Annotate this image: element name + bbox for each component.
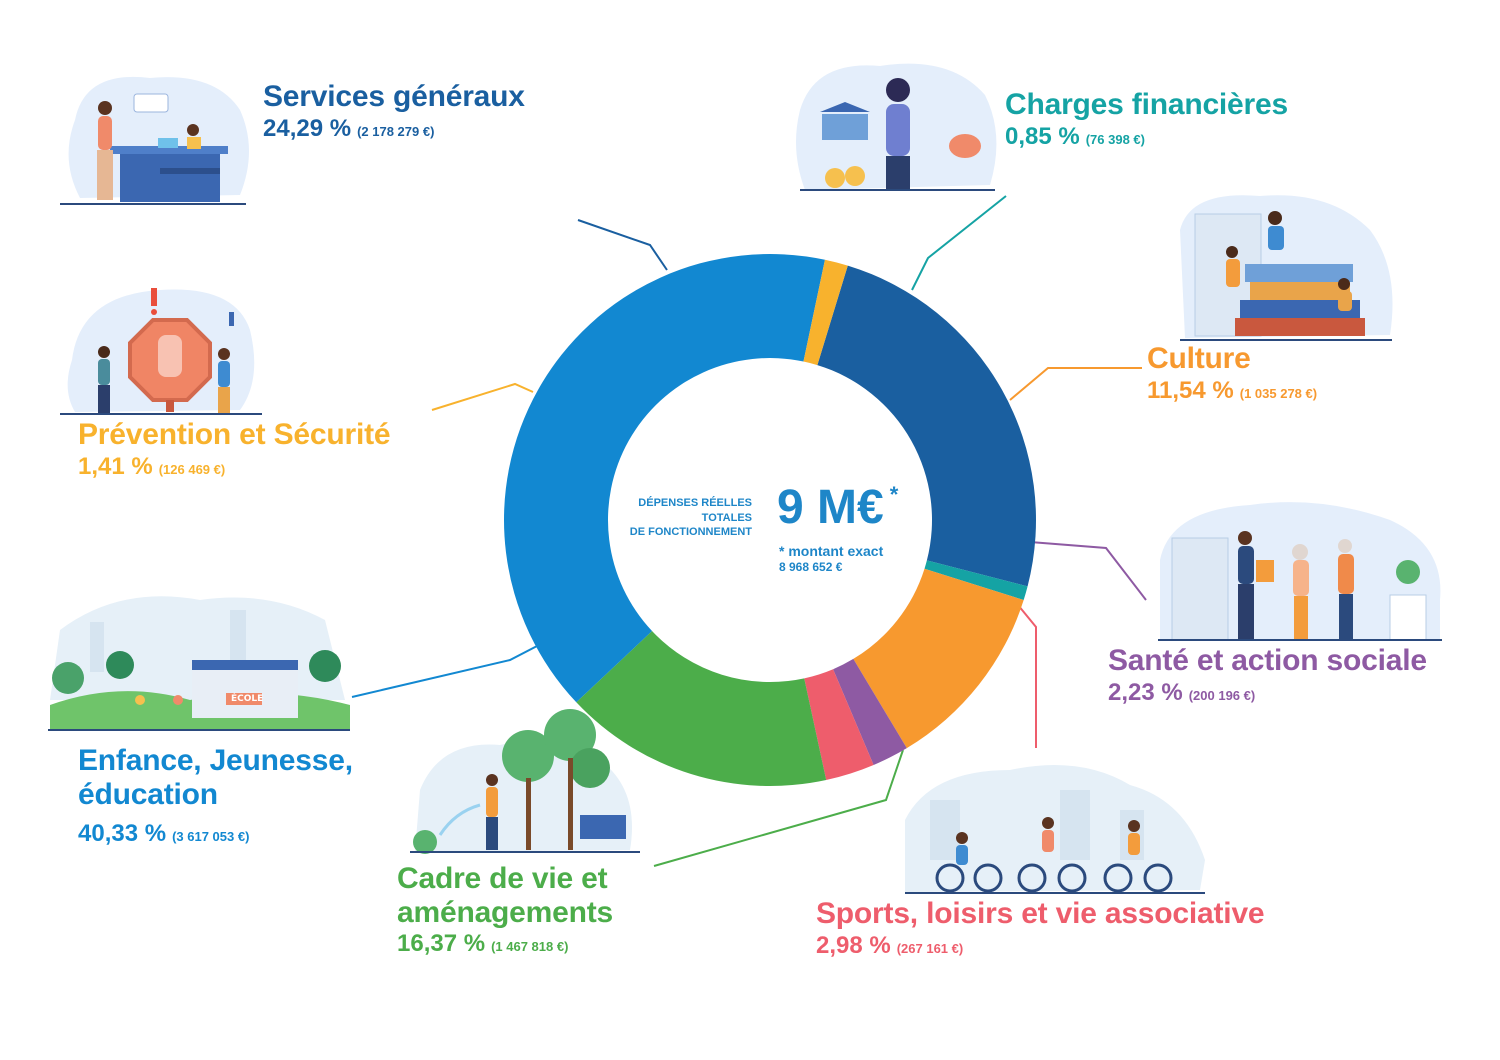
- center-caption-line3: DE FONCTIONNEMENT: [629, 526, 752, 539]
- label-culture-amount: (1 035 278 €): [1239, 385, 1318, 401]
- donut-slice-4: [804, 669, 874, 780]
- donut-slice-3: [833, 658, 907, 765]
- label-sante-percent: 2,23 %: [1108, 678, 1183, 706]
- leader-cadre: [653, 749, 904, 867]
- donut-slice-5: [576, 631, 827, 787]
- label-sports-name: Sports, loisirs et vie associative: [816, 897, 1265, 930]
- leader-prevention: [431, 382, 534, 411]
- label-culture-percent: 11,54 %: [1147, 376, 1234, 404]
- center-note-line1: * montant exact: [779, 543, 884, 559]
- label-sports: Sports, loisirs et vie associative 2,98 …: [816, 897, 1265, 959]
- center-total: 9 M€ *: [777, 484, 898, 532]
- label-sante: Santé et action sociale 2,23 % (200 196 €…: [1108, 644, 1427, 706]
- donut-slice-7: [803, 259, 848, 366]
- leader-sante: [1029, 541, 1147, 601]
- leader-culture: [1009, 367, 1142, 401]
- label-enfance-amount: (3 617 053 €): [172, 829, 250, 845]
- label-cadre-de-vie-name: Cadre de vie et: [397, 862, 608, 895]
- donut-slice-0: [817, 265, 1036, 587]
- label-services-generaux-percent: 24,29 %: [263, 114, 352, 142]
- label-culture: Culture 11,54 % (1 035 278 €): [1147, 342, 1317, 404]
- label-enfance-name: Enfance, Jeunesse,: [78, 744, 353, 777]
- label-culture-name: Culture: [1147, 342, 1251, 375]
- label-charges-financieres: Charges financières 0,85 % (76 398 €): [1005, 88, 1288, 150]
- leader-lines: [351, 195, 1147, 867]
- label-prevention: Prévention et Sécurité 1,41 % (126 469 €): [78, 418, 391, 480]
- center-total-mark: *: [889, 482, 899, 507]
- label-sante-name: Santé et action sociale: [1108, 644, 1427, 677]
- leader-services-generaux: [577, 219, 668, 271]
- leader-sports: [1017, 604, 1037, 748]
- label-cadre-de-vie-percent: 16,37 %: [397, 930, 486, 958]
- finance-illustration: [796, 63, 997, 191]
- park-gardener-illustration: [410, 709, 640, 854]
- center-caption-line2: TOTALES: [701, 511, 752, 524]
- label-charges-financieres-name: Charges financières: [1005, 88, 1288, 121]
- care-illustration: [1158, 502, 1442, 641]
- center-caption: DÉPENSES RÉELLES TOTALES DE FONCTIONNEME…: [560, 496, 752, 540]
- label-prevention-amount: (126 469 €): [158, 461, 226, 477]
- label-enfance-percent: 40,33 %: [78, 820, 167, 848]
- school-sign-text: ÉCOLE: [231, 694, 264, 704]
- donut-slice-2: [853, 568, 1024, 749]
- school-illustration: [48, 596, 350, 731]
- donut-chart: [504, 253, 1036, 787]
- books-illustration: [1180, 195, 1393, 341]
- center-note-line2: 8 968 652 €: [779, 559, 843, 574]
- label-prevention-percent: 1,41 %: [78, 452, 153, 480]
- leader-enfance: [351, 644, 540, 698]
- label-charges-financieres-percent: 0,85 %: [1005, 122, 1080, 150]
- center-note: * montant exact 8 968 652 €: [779, 543, 883, 574]
- label-sports-percent: 2,98 %: [816, 931, 891, 959]
- label-cadre-de-vie: Cadre de vie et aménagements 16,37 % (1 4…: [397, 862, 613, 958]
- label-cadre-de-vie-name-line2: aménagements: [397, 895, 614, 929]
- label-charges-financieres-amount: (76 398 €): [1085, 131, 1145, 147]
- center-caption-line1: DÉPENSES RÉELLES: [638, 497, 752, 509]
- label-sports-amount: (267 161 €): [896, 940, 964, 956]
- center-total-value: 9 M€: [777, 481, 884, 534]
- label-services-generaux-amount: (2 178 279 €): [357, 123, 435, 139]
- donut-slice-6: [504, 253, 825, 703]
- label-enfance-name-line2: éducation: [78, 777, 218, 811]
- label-prevention-name: Prévention et Sécurité: [78, 418, 391, 451]
- stop-sign-illustration: [60, 288, 262, 415]
- label-services-generaux: Services généraux 24,29 % (2 178 279 €): [263, 80, 525, 142]
- label-sante-amount: (200 196 €): [1188, 687, 1256, 703]
- donut-slice-1: [924, 560, 1028, 601]
- label-cadre-de-vie-amount: (1 467 818 €): [491, 939, 569, 955]
- leader-charges-financieres: [911, 195, 1007, 291]
- office-desk-illustration: [60, 76, 249, 205]
- cyclists-illustration: [905, 765, 1205, 894]
- label-services-generaux-name: Services généraux: [263, 80, 525, 113]
- label-enfance: Enfance, Jeunesse, éducation 40,33 % (3 6…: [78, 744, 353, 848]
